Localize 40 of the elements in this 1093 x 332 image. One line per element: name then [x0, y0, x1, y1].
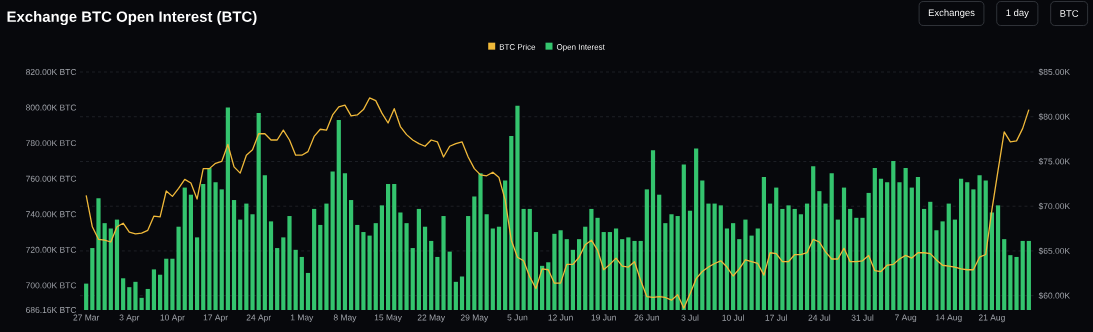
- y2-tick-label: $75.00K: [1038, 158, 1070, 165]
- x-tick-label: 1 May: [290, 314, 314, 323]
- y-tick-label: 780.00K BTC: [26, 140, 77, 147]
- y2-tick-label: $85.00K: [1038, 68, 1070, 76]
- x-tick-label: 3 Jul: [681, 314, 699, 321]
- y-tick-label: 686.16K BTC: [26, 307, 77, 313]
- y2-tick-label: $70.00K: [1038, 202, 1070, 210]
- x-tick-label: 12 Jun: [548, 314, 573, 321]
- x-tick-label: 7 Aug: [895, 314, 917, 323]
- text: 1 day: [1006, 9, 1029, 18]
- y-tick-label: 700.00K BTC: [26, 282, 77, 289]
- x-tick-label: 3 Apr: [119, 314, 140, 323]
- x-tick-label: 10 Apr: [160, 314, 185, 323]
- x-tick-label: 22 May: [417, 314, 446, 323]
- y2-tick-label: $60.00K: [1038, 292, 1070, 300]
- y-tick-label: 800.00K BTC: [26, 104, 77, 111]
- text: BTC: [1060, 10, 1079, 17]
- x-tick-label: 14 Aug: [935, 314, 962, 323]
- x-tick-label: 19 Jun: [591, 314, 616, 321]
- x-tick-label: 27 Mar: [73, 314, 100, 321]
- x-tick-label: 29 May: [460, 314, 489, 323]
- x-tick-label: 15 May: [374, 314, 402, 323]
- y-tick-label: 820.00K BTC: [26, 69, 77, 75]
- x-tick-label: 10 Jul: [722, 314, 744, 321]
- y2-tick-label: $65.00K: [1038, 247, 1070, 255]
- x-tick-label: 8 May: [333, 314, 357, 323]
- y2-tick-label: $80.00K: [1038, 113, 1070, 121]
- x-tick-label: 26 Jun: [634, 314, 659, 321]
- x-tick-label: 5 Jun: [507, 314, 528, 321]
- x-tick-label: 24 Apr: [246, 314, 271, 323]
- x-tick-label: 17 Jul: [765, 314, 787, 321]
- x-tick-label: 31 Jul: [851, 314, 874, 321]
- x-tick-label: 17 Apr: [203, 314, 228, 323]
- y-tick-label: 720.00K BTC: [26, 246, 77, 253]
- chart-title: Exchange BTC Open Interest (BTC): [7, 11, 257, 25]
- y-tick-label: 760.00K BTC: [26, 175, 77, 182]
- x-tick-label: 21 Aug: [978, 314, 1005, 323]
- x-tick-label: 24 Jul: [808, 314, 831, 321]
- text: Exchanges: [928, 9, 975, 18]
- y-tick-label: 740.00K BTC: [26, 211, 77, 218]
